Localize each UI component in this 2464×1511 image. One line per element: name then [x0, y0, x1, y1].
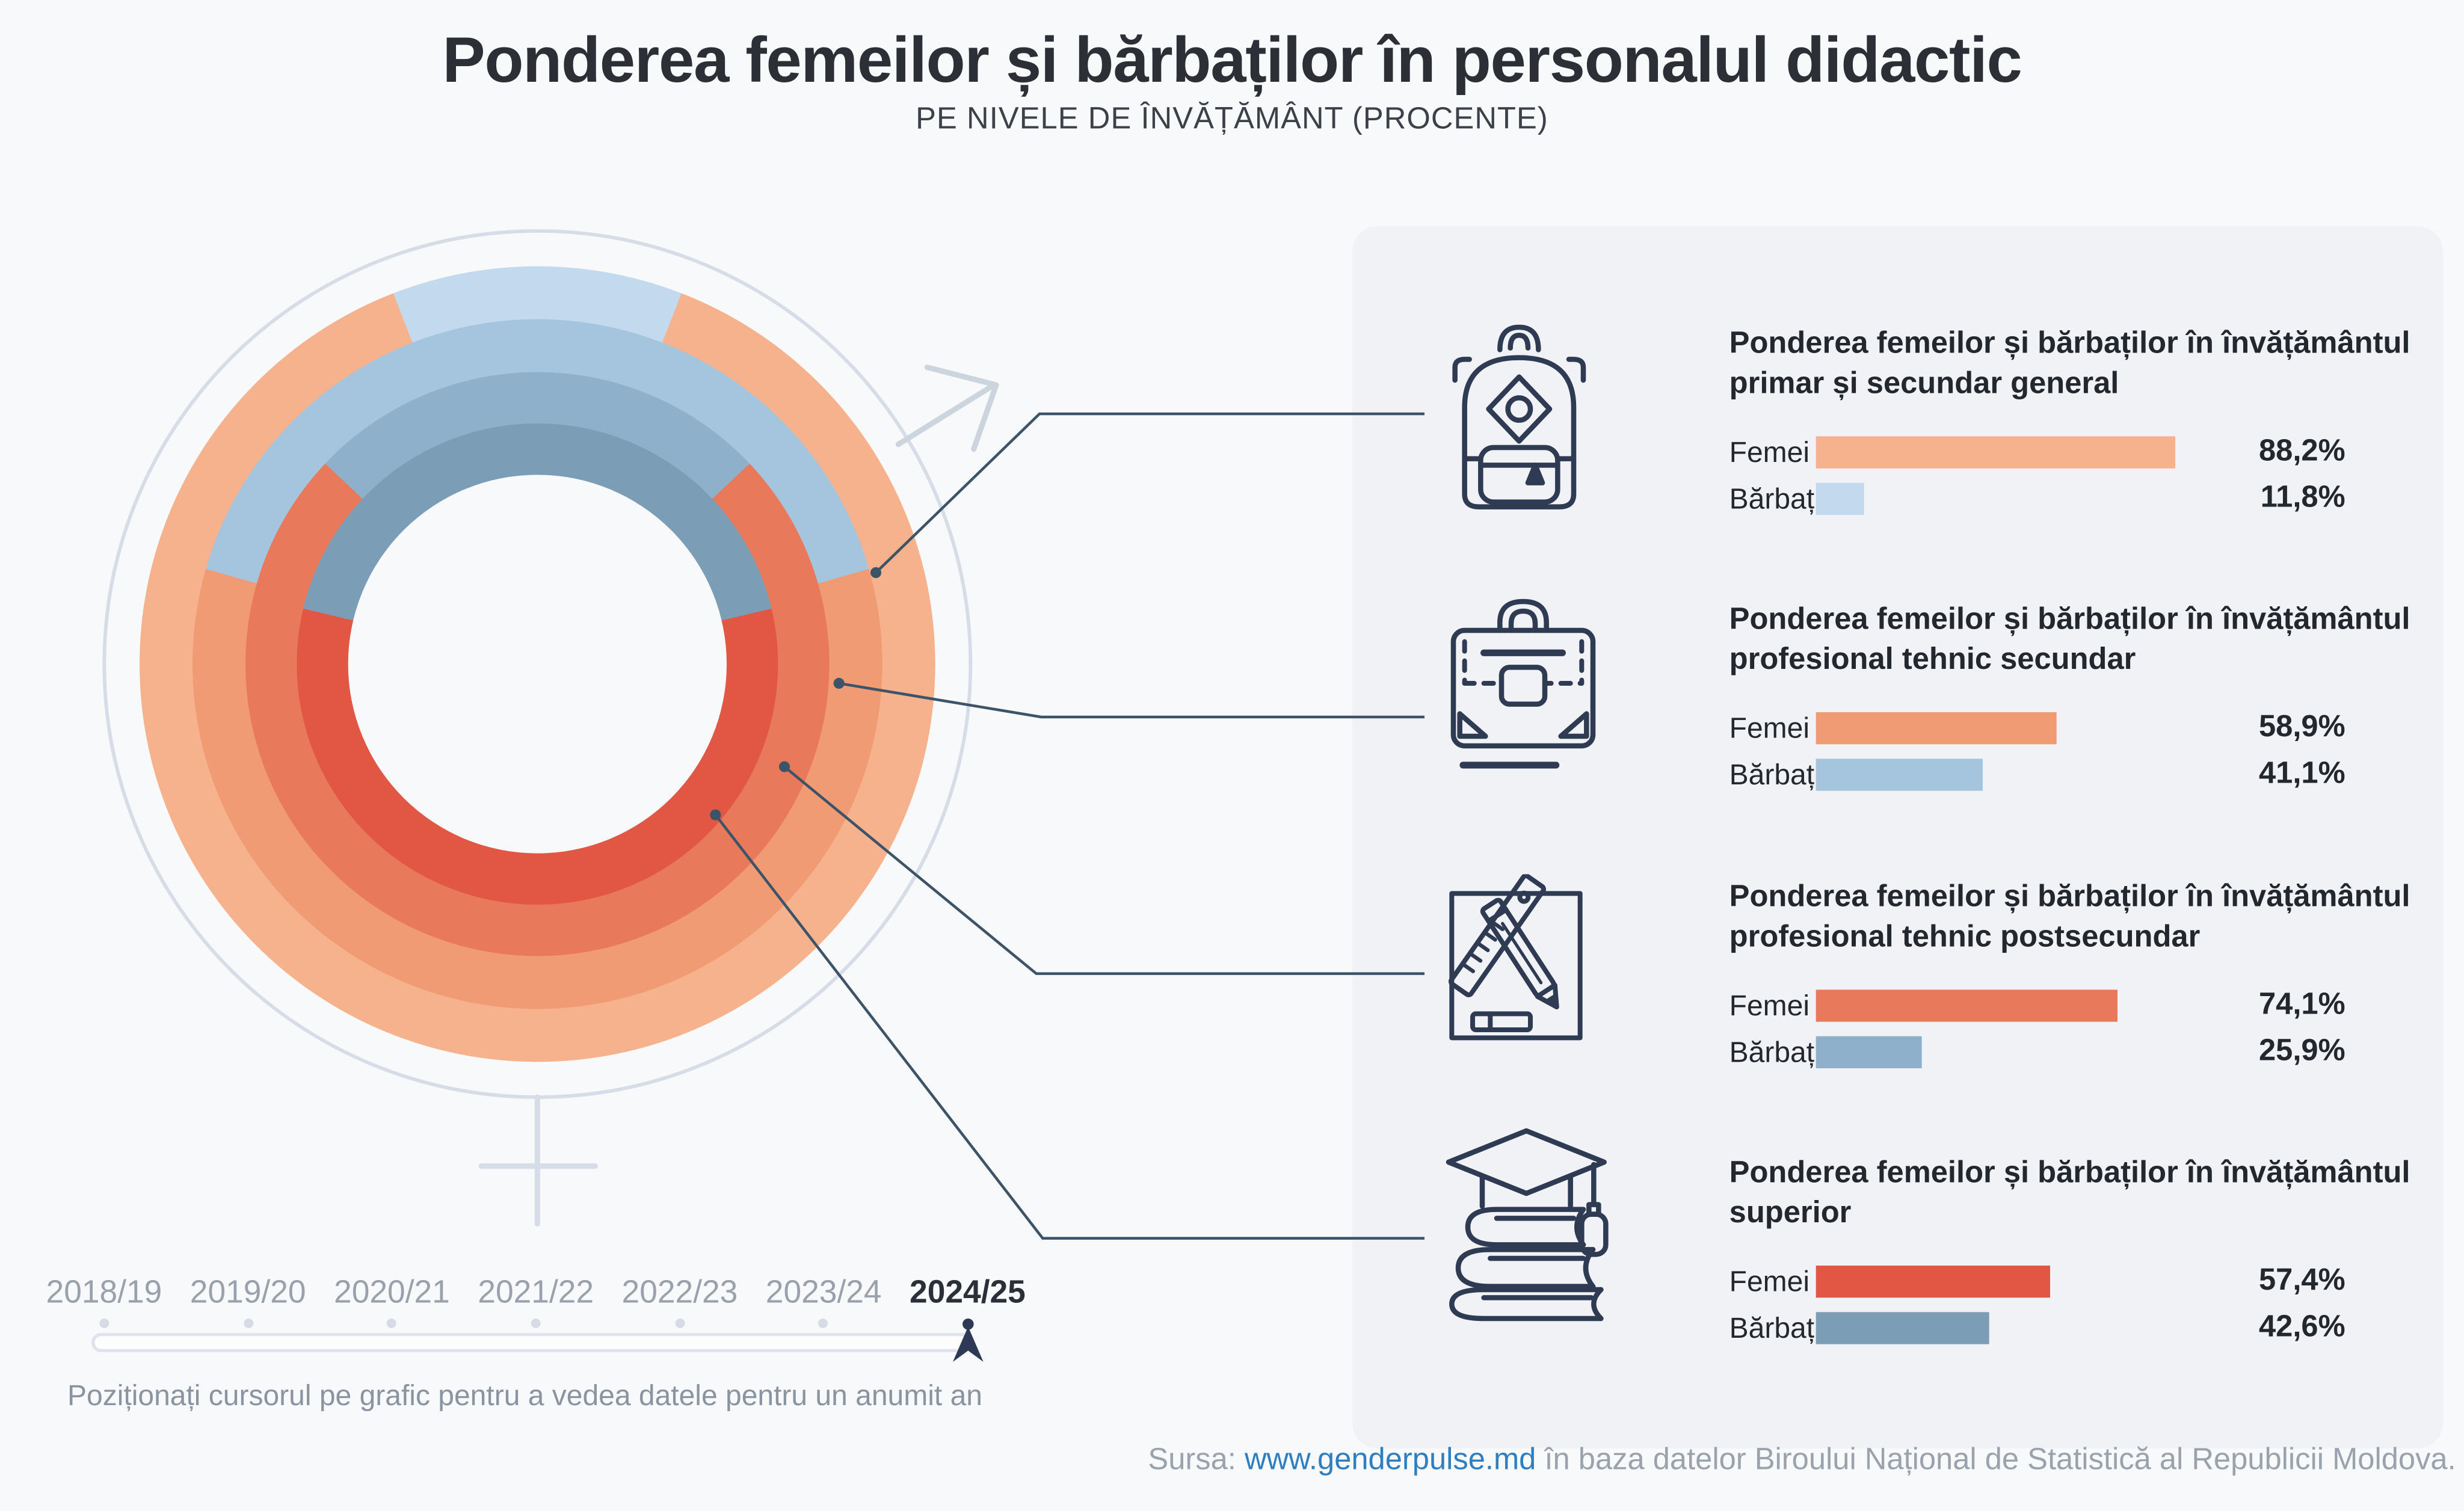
timeline-dot-2020-21[interactable]: [320, 1316, 464, 1332]
section-3-barbati-label: Bărbați: [1729, 1036, 1821, 1068]
briefcase-icon: [1447, 589, 1599, 783]
source-link[interactable]: www.genderpulse.md: [1244, 1444, 1536, 1477]
timeline-dot-2018-19[interactable]: [32, 1316, 176, 1332]
section-3-femei-label: Femei: [1729, 989, 1810, 1022]
section-2-femei-value: 58,9%: [2259, 710, 2345, 745]
timeline-dot-2024-25[interactable]: [896, 1316, 1040, 1332]
timeline-year-2022-23[interactable]: 2022/23: [621, 1275, 738, 1311]
section-3-femei-bar: [1816, 989, 2118, 1022]
section-2-femei-label: Femei: [1729, 712, 1810, 745]
section-1-barbati-value: 11,8%: [2260, 481, 2345, 515]
connector-line-1: [875, 412, 1425, 574]
section-4-femei-bar: [1816, 1266, 2050, 1298]
section-1-femei-label: Femei: [1729, 436, 1810, 469]
section-2-barbati-value: 41,1%: [2259, 757, 2345, 791]
section-1-femei-value: 88,2%: [2259, 434, 2345, 469]
section-2-barbati-label: Bărbați: [1729, 759, 1821, 791]
section-2-barbati-bar: [1816, 759, 1984, 791]
section-4-femei-label: Femei: [1729, 1266, 1810, 1298]
female-cross-icon: [478, 1094, 598, 1227]
timeline-slider-track[interactable]: [91, 1333, 971, 1352]
timeline-year-2020-21[interactable]: 2020/21: [334, 1275, 450, 1311]
section-1-femei-bar: [1816, 436, 2175, 469]
source-suffix: în baza datelor Biroului Național de Sta…: [1544, 1444, 2456, 1477]
details-panel: Ponderea femeilor și bărbaților în învăț…: [1352, 226, 2444, 1448]
source-prefix: Sursa:: [1148, 1444, 1236, 1477]
graduation-cap-icon: [1442, 1126, 1610, 1333]
pencil-ruler-icon: [1447, 873, 1591, 1054]
timeline-cursor[interactable]: [953, 1326, 984, 1362]
section-3-femei-value: 74,1%: [2259, 988, 2345, 1022]
timeline-year-2018-19[interactable]: 2018/19: [46, 1275, 162, 1311]
section-4-femei-value: 57,4%: [2259, 1264, 2345, 1298]
donut-hole: [348, 475, 727, 854]
section-3-title: Ponderea femeilor și bărbaților în învăț…: [1729, 881, 2410, 955]
timeline-dot-2021-22[interactable]: [464, 1316, 608, 1332]
section-4-title: Ponderea femeilor și bărbaților în învăț…: [1729, 1156, 2410, 1231]
section-2-title: Ponderea femeilor și bărbaților în învăț…: [1729, 603, 2410, 678]
section-1-barbati-bar: [1816, 482, 1864, 515]
timeline-years: 2018/19 2019/20 2020/21 2021/22 2022/23 2023/…: [32, 1275, 1040, 1312]
source-note: Sursa: www.genderpulse.md în baza datelo…: [1148, 1444, 2456, 1479]
section-4-barbati-label: Bărbați: [1729, 1312, 1821, 1344]
backpack-icon: [1447, 316, 1591, 520]
timeline-year-2021-22[interactable]: 2021/22: [478, 1275, 594, 1311]
page-subtitle: PE NIVELE DE ÎNVĂȚĂMÂNT (PROCENTE): [916, 102, 1548, 137]
section-3-barbati-value: 25,9%: [2259, 1035, 2345, 1068]
ring-superior[interactable]: [297, 423, 778, 905]
section-1-title: Ponderea femeilor și bărbaților în învăț…: [1729, 327, 2410, 402]
section-3-barbati-bar: [1816, 1036, 1922, 1068]
donut-chart[interactable]: [140, 266, 935, 1062]
page-title: Ponderea femeilor și bărbaților în perso…: [442, 25, 2022, 96]
timeline-dot-2019-20[interactable]: [176, 1316, 320, 1332]
section-1-barbati-label: Bărbați: [1729, 482, 1821, 515]
timeline-year-2024-25[interactable]: 2024/25: [910, 1275, 1026, 1311]
section-4-barbati-value: 42,6%: [2259, 1310, 2345, 1344]
timeline-dot-2023-24[interactable]: [752, 1316, 896, 1332]
timeline-year-2023-24[interactable]: 2023/24: [765, 1275, 882, 1311]
section-2-femei-bar: [1816, 712, 2056, 745]
timeline-dot-2022-23[interactable]: [608, 1316, 751, 1332]
ring-profesional-secundar[interactable]: [192, 319, 882, 1009]
ring-profesional-postsecundar[interactable]: [245, 372, 830, 956]
timeline-hint: Poziționați cursorul pe grafic pentru a …: [67, 1379, 982, 1412]
ring-primar-secundar[interactable]: [140, 266, 935, 1062]
timeline-dots: [32, 1316, 1040, 1332]
timeline-year-2019-20[interactable]: 2019/20: [189, 1275, 306, 1311]
section-4-barbati-bar: [1816, 1312, 1990, 1344]
